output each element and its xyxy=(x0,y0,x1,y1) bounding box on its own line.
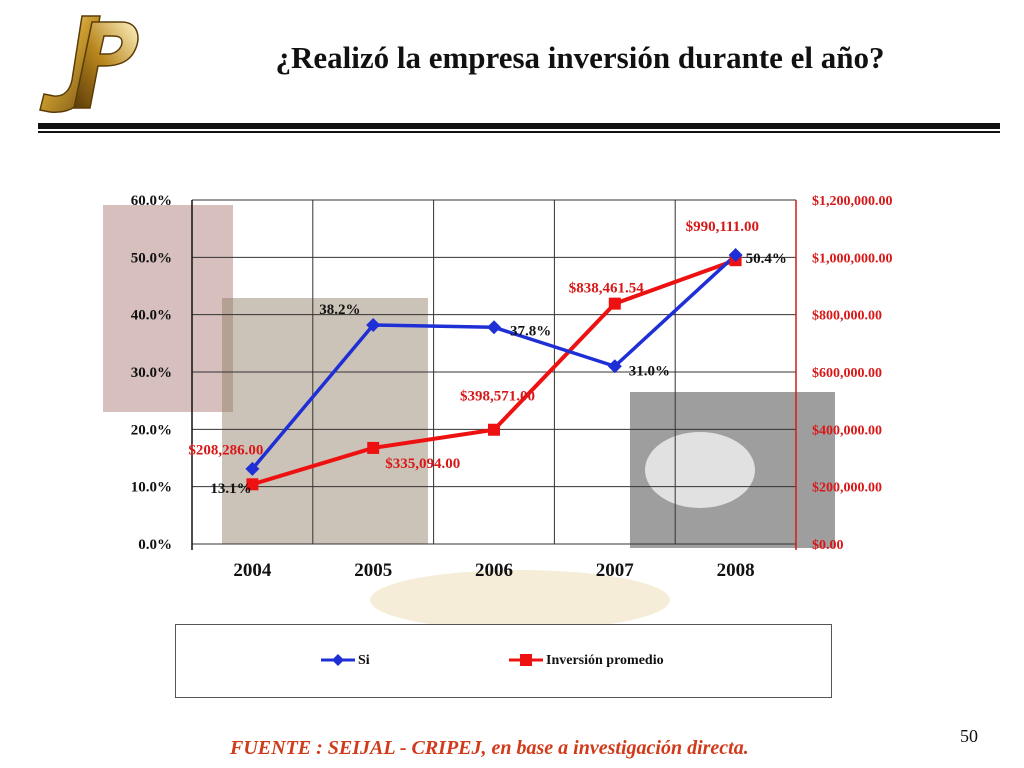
x-tick-label: 2007 xyxy=(596,560,635,581)
point-inversion xyxy=(367,441,380,454)
background-photo-center xyxy=(222,298,428,544)
y-left-tick-label: 0.0% xyxy=(138,537,172,553)
point-si xyxy=(728,248,743,263)
point-inversion xyxy=(608,297,621,310)
y-right-tick-label: $600,000.00 xyxy=(812,366,882,381)
x-tick-label: 2006 xyxy=(475,560,513,581)
data-label-inversion: $398,571.00 xyxy=(460,389,535,405)
chart-axes: 0.0% 10.0% 20.0% 30.0% 40.0% 50.0% 60.0% $0.00 $… xyxy=(131,193,893,581)
y-right-tick-label: $200,000.00 xyxy=(812,481,882,496)
y-right-tick-label: $800,000.00 xyxy=(812,309,882,324)
chart-legend: Si Inversión promedio xyxy=(175,624,832,698)
y-left-tick-label: 20.0% xyxy=(131,422,172,438)
data-label-inversion: $990,111.00 xyxy=(686,219,759,235)
chart-series xyxy=(245,248,743,491)
point-si xyxy=(366,317,381,332)
title-divider-thin xyxy=(38,131,1000,133)
y-right-tick-label: $1,000,000.00 xyxy=(812,251,893,266)
y-left-tick-label: 40.0% xyxy=(131,308,172,324)
legend-marker-square-icon xyxy=(509,654,543,666)
legend-label-si: Si xyxy=(358,653,370,668)
slide-title: ¿Realizó la empresa inversión durante el… xyxy=(275,40,885,75)
point-si xyxy=(607,359,622,374)
legend-label-inversion: Inversión promedio xyxy=(546,653,664,668)
y-right-tick-label: $1,200,000.00 xyxy=(812,194,893,209)
background-photo-left xyxy=(103,205,233,412)
data-label-si: 50.4% xyxy=(746,251,787,267)
y-left-tick-label: 30.0% xyxy=(131,365,172,381)
data-label-si: 38.2% xyxy=(319,302,360,318)
x-tick-label: 2008 xyxy=(717,560,755,581)
x-tick-label: 2005 xyxy=(354,560,392,581)
data-label-si: 37.8% xyxy=(510,323,551,339)
y-left-tick-label: 50.0% xyxy=(131,250,172,266)
chart-data-labels: 13.1% 38.2% 37.8% 31.0% 50.4% $208,286.00 $335… xyxy=(188,219,786,497)
x-tick-label: 2004 xyxy=(233,560,272,581)
point-si xyxy=(487,320,501,335)
data-label-si: 13.1% xyxy=(210,481,251,497)
data-label-inversion: $335,094.00 xyxy=(385,456,460,472)
point-si xyxy=(245,461,260,476)
background-photo-right-shape xyxy=(645,432,755,508)
background-photos xyxy=(103,205,835,630)
page-number: 50 xyxy=(960,726,978,746)
y-right-tick-label: $0.00 xyxy=(812,538,844,553)
y-left-tick-label: 60.0% xyxy=(131,193,172,209)
background-photo-bottom xyxy=(370,570,670,630)
title-divider xyxy=(38,123,1000,129)
company-logo xyxy=(39,15,139,113)
y-left-tick-label: 10.0% xyxy=(131,480,172,496)
data-label-inversion: $838,461.54 xyxy=(569,281,645,297)
legend-marker-diamond-icon xyxy=(321,654,355,666)
point-inversion xyxy=(488,423,500,436)
y-right-tick-label: $400,000.00 xyxy=(812,423,882,438)
data-label-inversion: $208,286.00 xyxy=(188,442,263,458)
data-label-si: 31.0% xyxy=(629,363,670,379)
point-inversion xyxy=(246,478,259,491)
source-note: FUENTE : SEIJAL - CRIPEJ, en base a inve… xyxy=(230,737,749,759)
